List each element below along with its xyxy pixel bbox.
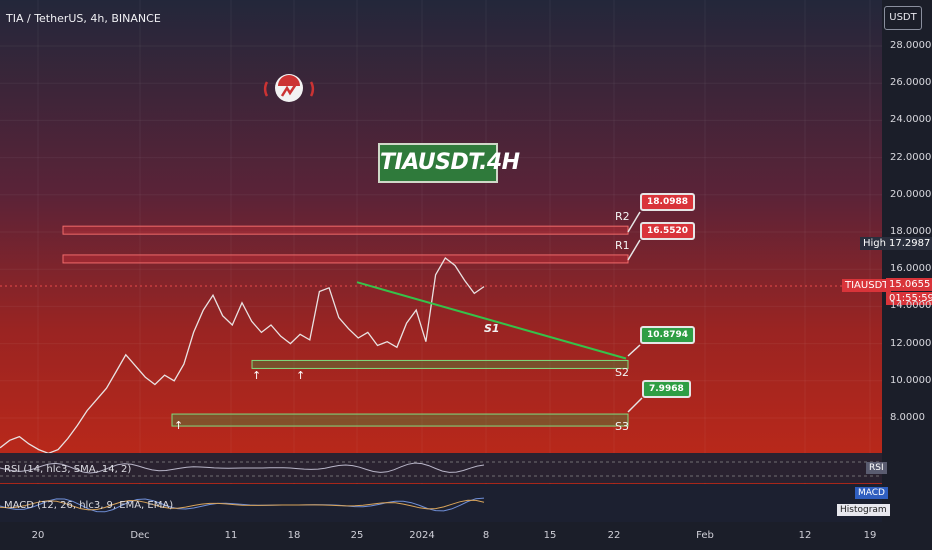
r1-label: R1 (615, 239, 630, 252)
r2-zone (62, 225, 629, 235)
y-tick-label: 14.0000 (890, 300, 932, 312)
y-tick-label: 16.0000 (890, 263, 932, 275)
time-axis (0, 522, 932, 550)
x-tick-label: 12 (798, 530, 812, 541)
y-tick-label: 26.0000 (890, 77, 932, 89)
support-arrows: ↑ ↑ ↑ (174, 369, 305, 432)
arrow-up-icon: ↑ (252, 369, 261, 382)
rsi-tag: RSI (866, 462, 887, 474)
macd-signal-line (0, 499, 485, 511)
rsi-pane (0, 453, 882, 483)
x-tick-label: Dec (130, 530, 150, 541)
macd-line (0, 497, 485, 513)
s3-label: S3 (615, 420, 629, 433)
y-tick-label: 20.0000 (890, 188, 932, 200)
x-tick-label: 20 (31, 530, 45, 541)
r2-label: R2 (615, 210, 630, 223)
s3-zone (171, 413, 629, 427)
x-tick-label: 18 (287, 530, 301, 541)
histogram-tag: Histogram (837, 504, 890, 516)
r1-zone (62, 254, 629, 264)
high-value: 17.2987 (886, 237, 932, 250)
rsi-line (0, 462, 485, 474)
x-tick-label: Feb (696, 530, 714, 541)
symbol-tag: TIAUSDT (842, 279, 892, 292)
price-line (0, 257, 485, 454)
bar-countdown: 01:55:59 (886, 292, 932, 305)
y-tick-label: 22.0000 (890, 151, 932, 163)
s2-zone (251, 359, 629, 369)
y-tick-label: 28.0000 (890, 40, 932, 51)
s2-value-tag: 10.8794 (640, 326, 695, 344)
arrow-up-icon: ↑ (296, 369, 305, 382)
x-tick-label: 2024 (409, 530, 435, 541)
s2-label: S2 (615, 366, 629, 379)
last-price: 15.0655 (886, 278, 932, 291)
y-tick-label: 12.0000 (890, 337, 932, 349)
macd-label[interactable]: MACD (12, 26, hlc3, 9, EMA, EMA) (4, 500, 174, 511)
x-tick-label: 19 (863, 530, 877, 541)
x-tick-label: 15 (543, 530, 557, 541)
grid-lines (0, 0, 882, 522)
y-tick-label: 18.0000 (890, 226, 932, 237)
s3-value-tag: 7.9968 (642, 380, 691, 398)
rsi-label[interactable]: RSI (14, hlc3, SMA, 14, 2) (4, 464, 132, 475)
s1-trendline (356, 281, 627, 360)
brand-logo-icon (263, 74, 315, 102)
r1-value-tag: 16.5520 (640, 222, 695, 240)
r2-value-tag: 18.0988 (640, 193, 695, 211)
x-tick-label: 11 (224, 530, 238, 541)
price-axis (882, 0, 932, 550)
price-series (0, 257, 485, 454)
arrow-up-icon: ↑ (174, 419, 183, 432)
currency-button[interactable]: USDT (884, 6, 922, 30)
macd-tag: MACD (855, 487, 888, 499)
y-tick-label: 8.0000 (890, 412, 925, 423)
y-tick-label: 24.0000 (890, 114, 932, 126)
x-tick-label: 8 (482, 530, 490, 541)
x-tick-label: 25 (350, 530, 364, 541)
ticker-label: TIAUSDT.4H (378, 143, 520, 183)
s1-label: S1 (484, 322, 500, 335)
high-label: High (860, 237, 889, 250)
level-zones (62, 225, 629, 427)
callout-connectors (627, 211, 643, 413)
x-tick-label: 22 (607, 530, 621, 541)
chart-title: TIA / TetherUS, 4h, BINANCE (6, 12, 161, 25)
y-tick-label: 10.0000 (890, 374, 932, 386)
